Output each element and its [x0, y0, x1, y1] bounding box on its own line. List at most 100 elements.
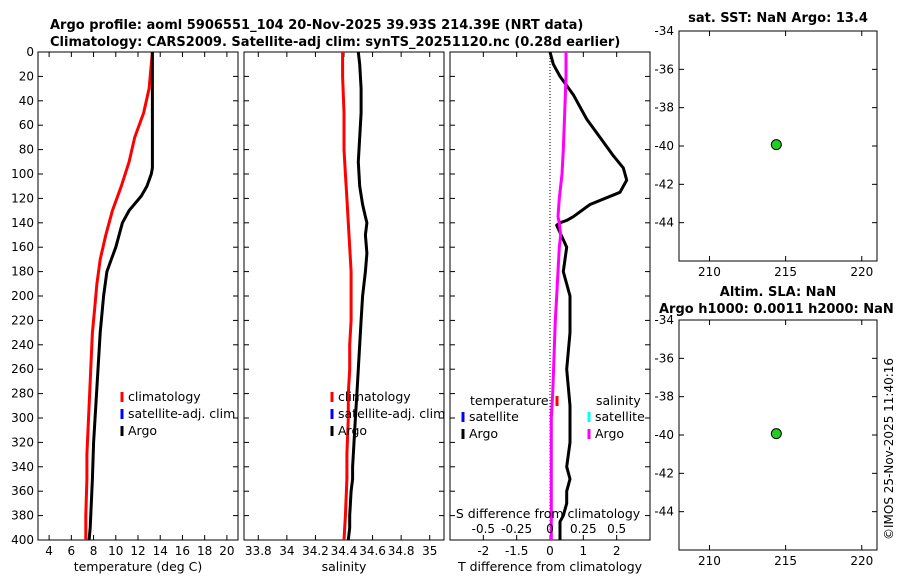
- sst-map-xtick-label: 215: [774, 265, 797, 279]
- difference-t-legend-label: satellite: [469, 409, 519, 424]
- sst-map-xtick-label: 210: [698, 265, 721, 279]
- difference-t-legend-label: Argo: [469, 426, 498, 441]
- sst-map-argo-position-marker: [770, 139, 782, 151]
- salinity-legend-label: climatology: [338, 389, 411, 404]
- sla-map-title-line2: Argo h1000: 0.0011 h2000: NaN: [659, 302, 894, 317]
- sla-map-ytick-label: -42: [654, 466, 674, 480]
- temperature-axes-frame: [37, 51, 239, 541]
- difference-t-legend-label: temperature: [470, 393, 549, 408]
- sst-map-ytick-label: -44: [654, 216, 674, 230]
- temperature-ytick-label: 40: [19, 94, 34, 108]
- salinity-legend-label: Argo: [338, 423, 367, 438]
- sst-map-panel: sat. SST: NaN Argo: 13.4 210 215 220 -34 -36 -…: [654, 11, 878, 279]
- sla-map-xtick-label: 215: [774, 554, 797, 568]
- sst-map-ytick-label: -34: [654, 24, 674, 38]
- salinity-xtick-label: 33.8: [245, 544, 272, 558]
- sla-map-ytick-label: -40: [654, 428, 674, 442]
- temperature-xtick-label: 12: [130, 544, 145, 558]
- sla-map-ytick-label: -44: [654, 505, 674, 519]
- difference-xtick-label: 2: [613, 544, 621, 558]
- temperature-ytick-label: 180: [11, 265, 34, 279]
- difference-xtick-label: -1.5: [505, 544, 528, 558]
- temperature-ytick-label: 60: [19, 118, 34, 132]
- salinity-xtick-label: 34.8: [388, 544, 415, 558]
- salinity-xtick-label: 34.4: [331, 544, 358, 558]
- temperature-xtick-label: 8: [90, 544, 98, 558]
- temperature-xlabel: temperature (deg C): [74, 559, 203, 574]
- difference-s-legend-label: Argo: [595, 426, 624, 441]
- difference-xtick-label: 1: [580, 544, 588, 558]
- temperature-ytick-label: 20: [19, 69, 34, 83]
- temperature-legend-label: Argo: [128, 423, 157, 438]
- difference-s-axis-label: S difference from climatology: [456, 506, 641, 521]
- temperature-ytick-label: 360: [11, 484, 34, 498]
- difference-s-tick-label: 0.25: [570, 522, 597, 536]
- salinity-xtick-label: 34: [279, 544, 294, 558]
- temperature-ytick-label: 140: [11, 216, 34, 230]
- sla-map-title-line1: Altim. SLA: NaN: [720, 285, 836, 300]
- figure-title-line1: Argo profile: aoml 5906551_104 20-Nov-20…: [50, 18, 583, 33]
- difference-s-tick-label: -0.5: [472, 522, 495, 536]
- temperature-ytick-label: 0: [26, 45, 34, 59]
- difference-xtick-label: -2: [477, 544, 489, 558]
- difference-xtick-label: 0: [546, 544, 554, 558]
- difference-series-s-argo: [549, 52, 568, 540]
- difference-s-tick-label: -0.25: [501, 522, 532, 536]
- salinity-panel: 33.8 34 34.2 34.4 34.6 34.8 35 salinity climatol…: [243, 51, 445, 574]
- temperature-ytick-label: 100: [11, 167, 34, 181]
- difference-xlabel: T difference from climatology: [457, 559, 643, 574]
- temperature-ytick-label: 120: [11, 191, 34, 205]
- sla-map-xtick-label: 220: [850, 554, 873, 568]
- temperature-series-argo: [87, 52, 154, 541]
- temperature-xtick-label: 6: [68, 544, 76, 558]
- difference-s-tick-label: 0: [546, 522, 554, 536]
- temperature-xtick-label: 16: [175, 544, 190, 558]
- temperature-ytick-label: 240: [11, 338, 34, 352]
- temperature-ytick-label: 200: [11, 289, 34, 303]
- sla-map-argo-position-marker: [770, 428, 782, 440]
- temperature-ytick-label: 80: [19, 143, 34, 157]
- salinity-xtick-label: 34.6: [359, 544, 386, 558]
- temperature-series-climatology: [84, 51, 154, 540]
- temperature-xtick-label: 10: [108, 544, 123, 558]
- salinity-xtick-label: 35: [422, 544, 437, 558]
- difference-s-tick-label: 0.5: [607, 522, 626, 536]
- temperature-ytick-label: 340: [11, 460, 34, 474]
- sla-map-xtick-label: 210: [698, 554, 721, 568]
- temperature-xtick-label: 4: [45, 544, 53, 558]
- temperature-legend-label: climatology: [128, 389, 201, 404]
- temperature-ytick-label: 220: [11, 313, 34, 327]
- sla-map-ytick-label: -34: [654, 313, 674, 327]
- sla-map-panel: Altim. SLA: NaN Argo h1000: 0.0011 h2000:…: [654, 285, 893, 568]
- sst-map-ytick-label: -38: [654, 101, 674, 115]
- salinity-series-argo: [346, 51, 369, 541]
- temperature-ytick-label: 300: [11, 411, 34, 425]
- temperature-xtick-label: 20: [219, 544, 234, 558]
- timestamp-label: ©IMOS 25-Nov-2025 11:40:16: [882, 358, 896, 540]
- temperature-ytick-label: 260: [11, 362, 34, 376]
- temperature-panel: 4 6 8 10 12 14 16 18 200204060801001201401601802…: [11, 45, 239, 574]
- salinity-legend-label: satellite-adj. clim: [338, 406, 445, 421]
- salinity-xtick-label: 34.2: [302, 544, 329, 558]
- temperature-ytick-label: 380: [11, 509, 34, 523]
- figure-title-line2: Climatology: CARS2009. Satellite-adj cli…: [50, 35, 620, 50]
- temperature-ytick-label: 280: [11, 387, 34, 401]
- temperature-xtick-label: 18: [197, 544, 212, 558]
- sst-map-title: sat. SST: NaN Argo: 13.4: [688, 11, 868, 26]
- sla-map-ytick-label: -36: [654, 351, 674, 365]
- sst-map-ytick-label: -40: [654, 139, 674, 153]
- salinity-series-climatology: [341, 52, 353, 541]
- sst-map-ytick-label: -42: [654, 177, 674, 191]
- temperature-ytick-label: 400: [11, 533, 34, 547]
- difference-s-legend-label: satellite: [595, 409, 645, 424]
- temperature-ytick-label: 160: [11, 240, 34, 254]
- salinity-xlabel: salinity: [322, 559, 367, 574]
- temperature-xtick-label: 14: [153, 544, 168, 558]
- sst-map-xtick-label: 220: [850, 265, 873, 279]
- difference-panel: -2 -1.5 0 1 2T difference from climatology S …: [449, 51, 651, 574]
- sst-map-ytick-label: -36: [654, 62, 674, 76]
- temperature-ytick-label: 320: [11, 435, 34, 449]
- difference-s-legend-label: salinity: [596, 393, 641, 408]
- sla-map-ytick-label: -38: [654, 390, 674, 404]
